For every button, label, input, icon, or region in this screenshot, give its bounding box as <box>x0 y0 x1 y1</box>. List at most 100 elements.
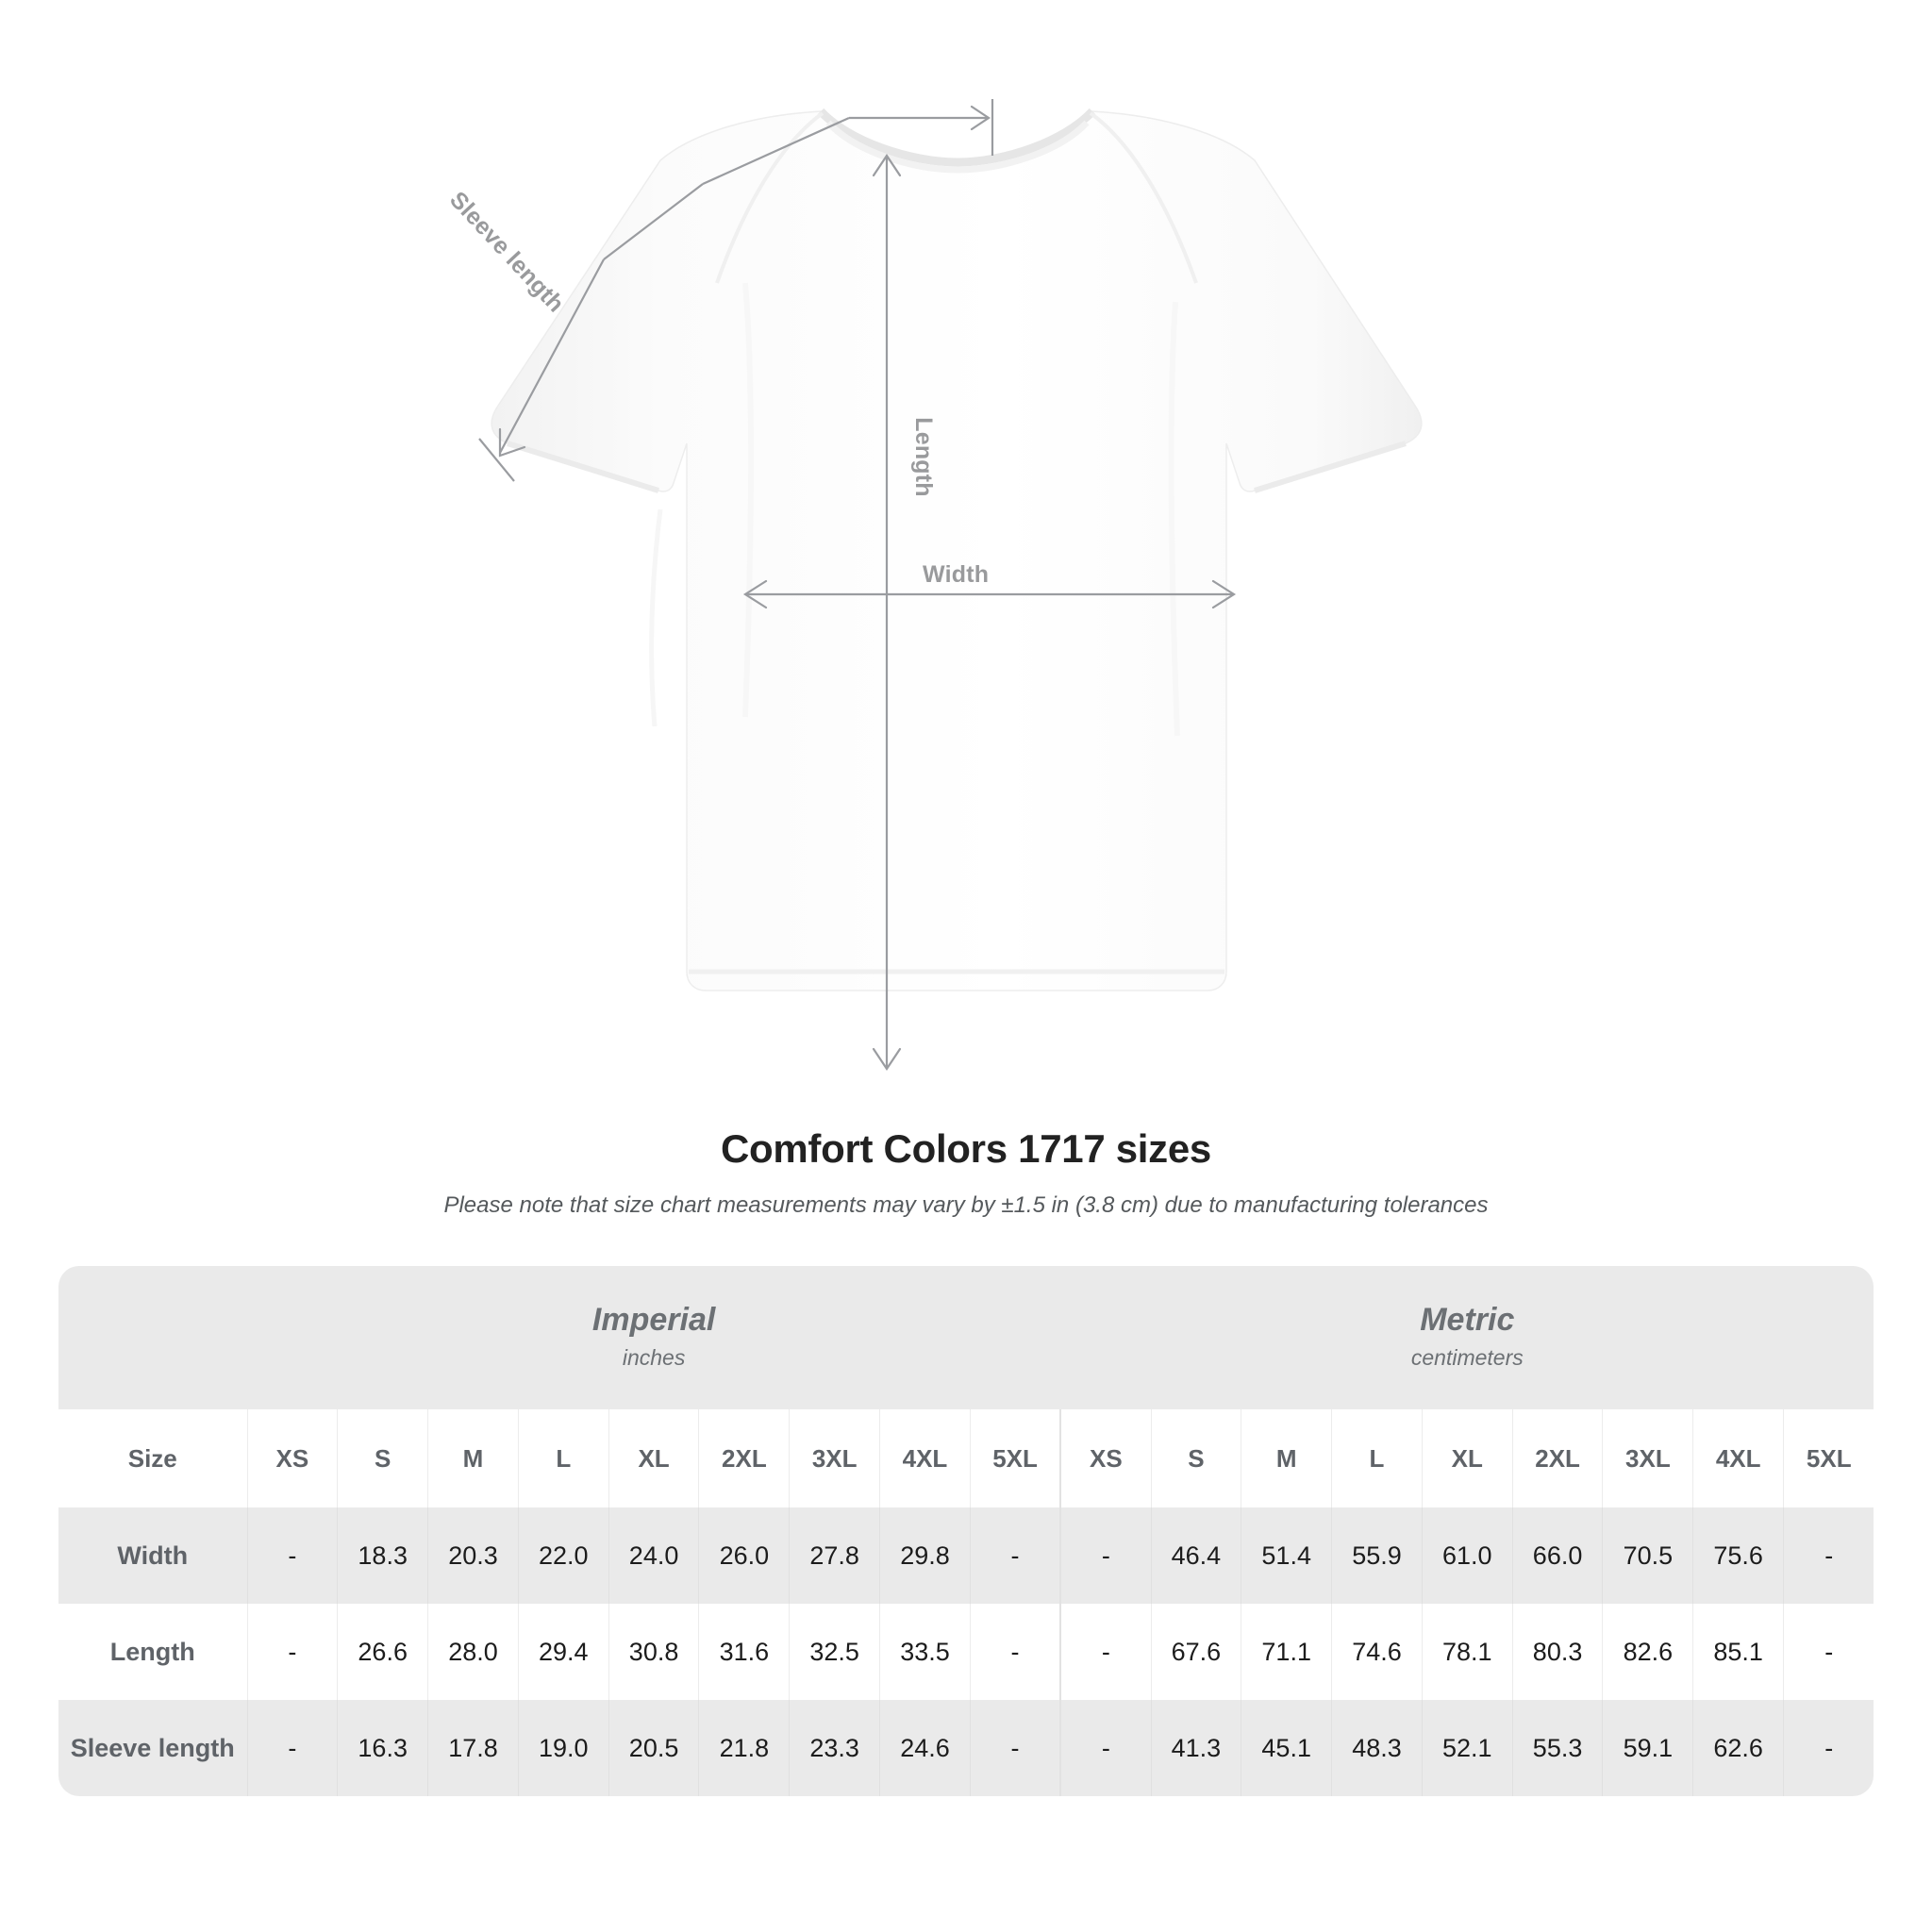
measurement-row-label: Length <box>58 1604 247 1700</box>
size-header-xl-metric: XL <box>1421 1409 1513 1507</box>
table-row: Width -18.3 20.3 22.0 24.0 26.0 27.8 29.8- -46.4… <box>58 1507 1874 1604</box>
unit-subtitle: inches <box>622 1344 686 1370</box>
cell-length-imperial-5xl: - <box>969 1604 1061 1700</box>
cell-width-imperial-xl: 24.0 <box>608 1507 699 1604</box>
cell-sleeve-length-imperial-xs: - <box>246 1700 338 1796</box>
page-title: Comfort Colors 1717 sizes <box>720 1126 1211 1171</box>
unit-header-metric: Metric centimeters <box>1060 1266 1874 1409</box>
length-dimension-label: Length <box>909 417 937 497</box>
cell-width-imperial-2xl: 26.0 <box>698 1507 790 1604</box>
cell-length-metric-xl: 78.1 <box>1421 1604 1513 1700</box>
cell-sleeve-length-metric-m: 45.1 <box>1241 1700 1332 1796</box>
size-header-xs-metric: XS <box>1059 1409 1151 1507</box>
cell-sleeve-length-metric-xl: 52.1 <box>1421 1700 1513 1796</box>
tshirt-illustration <box>478 99 1423 1071</box>
sleeve-hem-tick <box>478 438 515 482</box>
cell-length-metric-2xl: 80.3 <box>1511 1604 1603 1700</box>
size-header-xl-imperial: XL <box>608 1409 699 1507</box>
cell-width-metric-2xl: 66.0 <box>1511 1507 1603 1604</box>
cell-width-metric-xl: 61.0 <box>1421 1507 1513 1604</box>
cell-length-imperial-2xl: 31.6 <box>698 1604 790 1700</box>
unit-subtitle: centimeters <box>1410 1344 1524 1370</box>
cell-sleeve-length-metric-4xl: 62.6 <box>1692 1700 1784 1796</box>
cell-length-metric-s: 67.6 <box>1150 1604 1241 1700</box>
unit-header-spacer <box>58 1266 247 1409</box>
cell-width-metric-l: 55.9 <box>1331 1507 1423 1604</box>
arrowheads <box>498 105 1237 1071</box>
cell-length-imperial-s: 26.6 <box>337 1604 428 1700</box>
cell-width-metric-5xl: - <box>1783 1507 1874 1604</box>
cell-length-metric-4xl: 85.1 <box>1692 1604 1784 1700</box>
cell-length-imperial-xl: 30.8 <box>608 1604 699 1700</box>
cell-length-metric-m: 71.1 <box>1241 1604 1332 1700</box>
table-row: Sleeve length -16.3 17.8 19.0 20.5 21.8 23.3 24… <box>58 1700 1874 1796</box>
size-header-s-imperial: S <box>337 1409 428 1507</box>
cell-width-imperial-m: 20.3 <box>427 1507 519 1604</box>
cell-length-imperial-3xl: 32.5 <box>789 1604 880 1700</box>
cell-sleeve-length-metric-5xl: - <box>1783 1700 1874 1796</box>
cell-sleeve-length-metric-2xl: 55.3 <box>1511 1700 1603 1796</box>
measurement-row-label: Sleeve length <box>58 1700 247 1796</box>
size-header-row: Size XS S M L XL 2XL 3XL 4XL 5XL XS S M L XL 2XL 3XL 4XL 5… <box>58 1409 1874 1507</box>
cell-width-imperial-3xl: 27.8 <box>789 1507 880 1604</box>
cell-width-metric-xs: - <box>1059 1507 1151 1604</box>
cell-sleeve-length-metric-l: 48.3 <box>1331 1700 1423 1796</box>
cell-sleeve-length-imperial-s: 16.3 <box>337 1700 428 1796</box>
size-header-5xl-imperial: 5XL <box>969 1409 1061 1507</box>
cell-width-imperial-s: 18.3 <box>337 1507 428 1604</box>
unit-header-imperial: Imperial inches <box>247 1266 1061 1409</box>
cell-width-imperial-4xl: 29.8 <box>879 1507 971 1604</box>
title-block: Comfort Colors 1717 sizes Please note th… <box>0 1126 1932 1219</box>
cell-sleeve-length-metric-s: 41.3 <box>1150 1700 1241 1796</box>
size-header-2xl-imperial: 2XL <box>698 1409 790 1507</box>
cell-sleeve-length-imperial-3xl: 23.3 <box>789 1700 880 1796</box>
cell-sleeve-length-imperial-xl: 20.5 <box>608 1700 699 1796</box>
cell-length-metric-l: 74.6 <box>1331 1604 1423 1700</box>
size-header-4xl-metric: 4XL <box>1692 1409 1784 1507</box>
size-header-m-metric: M <box>1241 1409 1332 1507</box>
size-header-s-metric: S <box>1150 1409 1241 1507</box>
size-header-xs-imperial: XS <box>246 1409 338 1507</box>
cell-sleeve-length-imperial-l: 19.0 <box>517 1700 609 1796</box>
cell-width-metric-s: 46.4 <box>1150 1507 1241 1604</box>
size-header-l-imperial: L <box>517 1409 609 1507</box>
cell-length-imperial-m: 28.0 <box>427 1604 519 1700</box>
cell-width-imperial-5xl: - <box>969 1507 1061 1604</box>
cell-width-metric-m: 51.4 <box>1241 1507 1332 1604</box>
unit-name: Metric <box>1420 1302 1515 1339</box>
size-header-2xl-metric: 2XL <box>1511 1409 1603 1507</box>
size-column-header: Size <box>58 1409 247 1507</box>
cell-length-imperial-4xl: 33.5 <box>879 1604 971 1700</box>
size-header-4xl-imperial: 4XL <box>879 1409 971 1507</box>
size-header-m-imperial: M <box>427 1409 519 1507</box>
unit-name: Imperial <box>591 1302 716 1339</box>
dimension-lines <box>478 99 1234 1068</box>
cell-sleeve-length-metric-xs: - <box>1059 1700 1151 1796</box>
cell-length-metric-3xl: 82.6 <box>1602 1604 1693 1700</box>
size-header-5xl-metric: 5XL <box>1783 1409 1874 1507</box>
cell-length-metric-xs: - <box>1059 1604 1151 1700</box>
cell-width-imperial-xs: - <box>246 1507 338 1604</box>
unit-header-row: Imperial inches Metric centimeters <box>58 1266 1874 1409</box>
table-row: Length -26.6 28.0 29.4 30.8 31.6 32.5 33.5- -67.… <box>58 1604 1874 1700</box>
cell-width-metric-4xl: 75.6 <box>1692 1507 1784 1604</box>
size-header-3xl-imperial: 3XL <box>789 1409 880 1507</box>
measurement-row-label: Width <box>58 1507 247 1604</box>
cell-width-imperial-l: 22.0 <box>517 1507 609 1604</box>
cell-width-metric-3xl: 70.5 <box>1602 1507 1693 1604</box>
width-dimension-label: Width <box>923 561 990 588</box>
size-chart-table: Imperial inches Metric centimeters Size XS S M L… <box>58 1266 1874 1796</box>
cell-length-imperial-xs: - <box>246 1604 338 1700</box>
cell-sleeve-length-imperial-2xl: 21.8 <box>698 1700 790 1796</box>
tolerance-note: Please note that size chart measurements… <box>443 1192 1489 1218</box>
cell-sleeve-length-imperial-5xl: - <box>969 1700 1061 1796</box>
size-chart-table-wrapper: Imperial inches Metric centimeters Size XS S M L… <box>58 1266 1874 1796</box>
size-header-3xl-metric: 3XL <box>1602 1409 1693 1507</box>
cell-sleeve-length-metric-3xl: 59.1 <box>1602 1700 1693 1796</box>
cell-sleeve-length-imperial-4xl: 24.6 <box>879 1700 971 1796</box>
cell-length-metric-5xl: - <box>1783 1604 1874 1700</box>
tshirt-diagram: Sleeve length Length Width <box>444 99 1423 1071</box>
cell-sleeve-length-imperial-m: 17.8 <box>427 1700 519 1796</box>
size-header-l-metric: L <box>1331 1409 1423 1507</box>
shirt-body <box>491 108 1423 991</box>
